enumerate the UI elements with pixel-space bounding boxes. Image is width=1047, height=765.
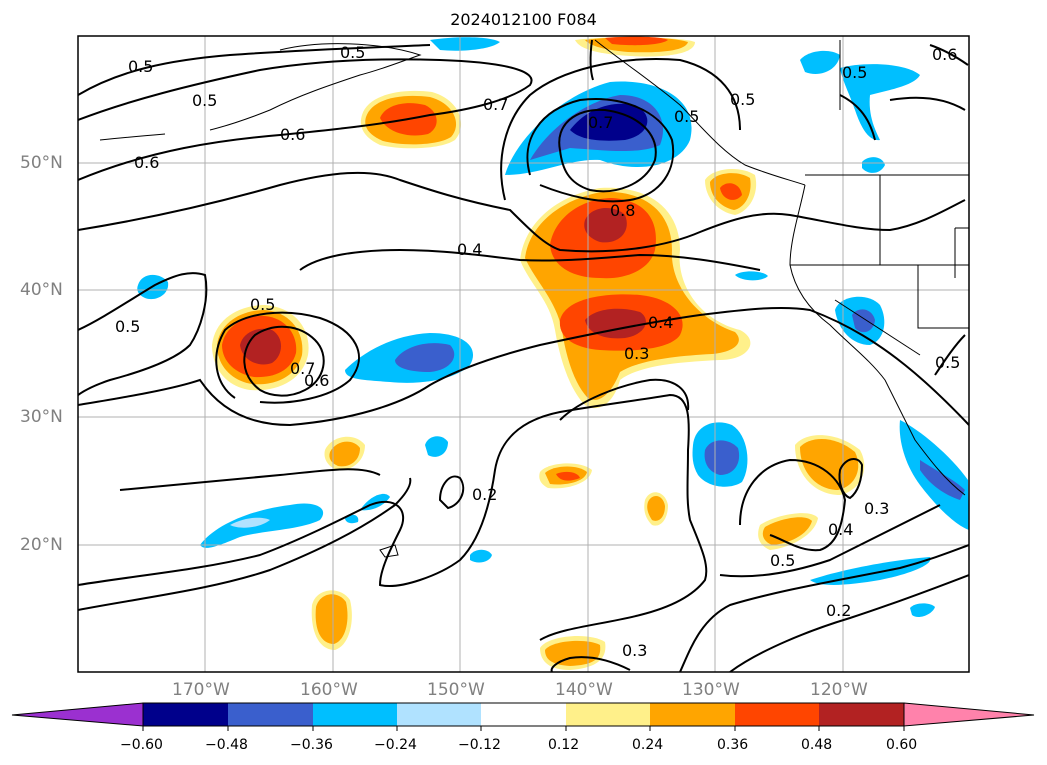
lon-label-120w: 120°W (810, 680, 868, 700)
map-frame (77, 35, 970, 673)
colorbar-segment (397, 703, 481, 726)
shaded-anomalies (137, 36, 969, 670)
contour-lines (78, 39, 969, 672)
colorbar-segment (819, 703, 904, 726)
contour-label: 0.5 (192, 91, 217, 110)
contour-labels: 0.5 0.5 0.6 0.6 0.7 0.7 0.5 0.5 0.4 0.8 … (115, 43, 960, 660)
colorbar-segment (903, 702, 1035, 727)
colorbar-tick-label: 0.36 (717, 737, 749, 753)
colorbar (11, 702, 1035, 731)
colorbar-segment (481, 703, 566, 726)
contour-label: 0.4 (828, 520, 853, 539)
colorbar-segment (313, 703, 397, 726)
lat-label-20n: 20°N (20, 535, 63, 555)
contour-label: 0.2 (472, 485, 497, 504)
map-title: 2024012100 F084 (450, 10, 597, 29)
colorbar-segment (228, 703, 313, 726)
lat-label-50n: 50°N (20, 153, 63, 173)
lon-label-130w: 130°W (682, 680, 740, 700)
colorbar-tick-label: 0.24 (632, 737, 664, 753)
contour-label: 0.5 (730, 90, 755, 109)
contour-label: 0.7 (483, 95, 508, 114)
contour-label: 0.4 (648, 313, 673, 332)
lon-label-160w: 160°W (300, 680, 358, 700)
contour-label: 0.3 (624, 344, 649, 363)
contour-label: 0.5 (935, 353, 960, 372)
lat-label-40n: 40°N (20, 280, 63, 300)
contour-label: 0.5 (842, 63, 867, 82)
lat-label-30n: 30°N (20, 407, 63, 427)
contour-label: 0.5 (128, 57, 153, 76)
contour-label: 0.7 (588, 113, 613, 132)
contour-label: 0.5 (340, 43, 365, 62)
colorbar-segment (650, 703, 735, 726)
colorbar-tick-label: 0.12 (548, 737, 580, 753)
lon-label-170w: 170°W (172, 680, 230, 700)
contour-label: 0.5 (770, 551, 795, 570)
colorbar-tick-label: 0.48 (801, 737, 833, 753)
colorbar-segment (143, 703, 228, 726)
contour-label: 0.4 (457, 240, 482, 259)
colorbar-tick-label: −0.36 (290, 737, 333, 753)
contour-label: 0.7 (290, 359, 315, 378)
contour-label: 0.2 (826, 601, 851, 620)
colorbar-tick-label: −0.60 (120, 737, 163, 753)
colorbar-segment (735, 703, 819, 726)
contour-label: 0.3 (864, 499, 889, 518)
colorbar-tick-label: −0.48 (205, 737, 248, 753)
colorbar-tick-label: 0.60 (886, 737, 918, 753)
contour-label: 0.5 (115, 317, 140, 336)
lon-label-150w: 150°W (427, 680, 485, 700)
contour-label: 0.6 (134, 153, 159, 172)
contour-label: 0.5 (674, 107, 699, 126)
contour-label: 0.6 (304, 371, 329, 390)
lon-label-140w: 140°W (555, 680, 613, 700)
contour-label: 0.6 (280, 125, 305, 144)
colorbar-tick-label: −0.24 (374, 737, 417, 753)
colorbar-segment (11, 702, 144, 727)
colorbar-tick-label: −0.12 (458, 737, 501, 753)
contour-label: 0.5 (250, 295, 275, 314)
coastlines (99, 39, 969, 558)
contour-label: 0.6 (932, 45, 957, 64)
contour-label: 0.8 (610, 201, 635, 220)
colorbar-segment (566, 703, 650, 726)
contour-label: 0.3 (622, 641, 647, 660)
